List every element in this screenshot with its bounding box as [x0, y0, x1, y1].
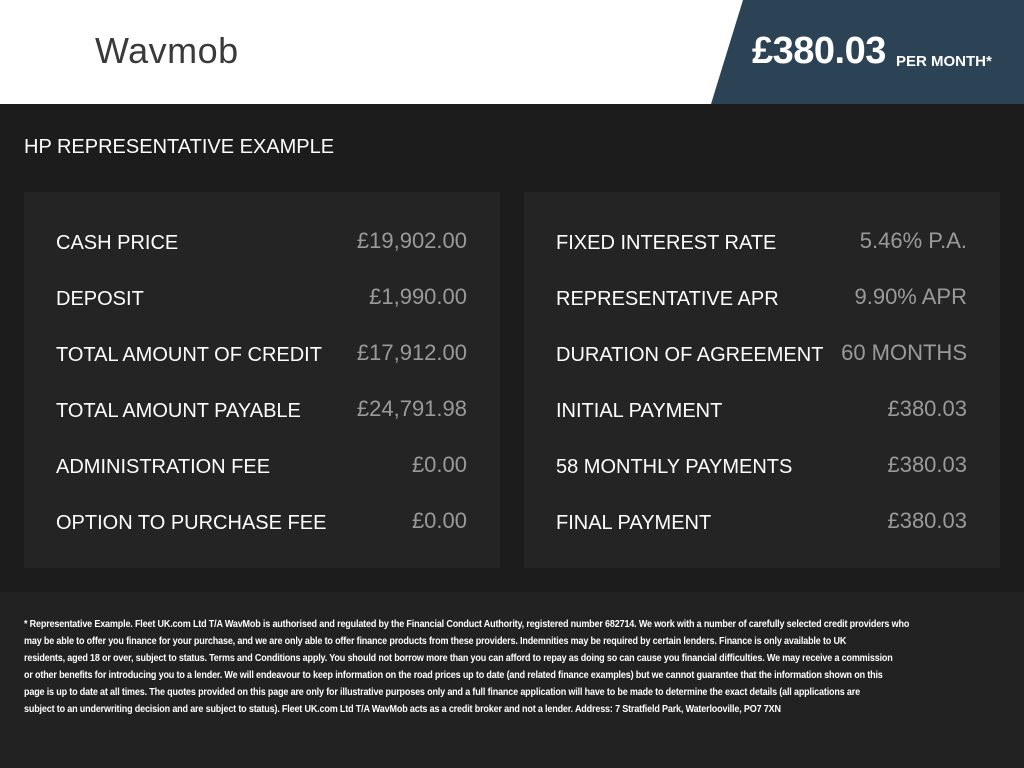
row-label: 58 MONTHLY PAYMENTS	[556, 456, 793, 478]
row-value: £0.00	[411, 452, 467, 477]
row-value: £1,990.00	[369, 284, 467, 309]
row-label: TOTAL AMOUNT OF CREDIT	[56, 344, 322, 366]
disclaimer-line: page is up to date at all times. The quo…	[24, 686, 860, 698]
price-panel	[711, 0, 1024, 104]
disclaimer-line: residents, aged 18 or over, subject to s…	[24, 652, 893, 664]
row-value: 60 MONTHS	[841, 340, 967, 365]
row-label: DEPOSIT	[56, 288, 144, 310]
row-label: FIXED INTEREST RATE	[556, 232, 777, 254]
disclaimer-line: may be able to offer you finance for you…	[24, 635, 847, 647]
finance-panel: CASH PRICE £19,902.00 DEPOSIT £1,990.00 TOTA…	[24, 192, 500, 568]
disclaimer: * Representative Example. Fleet UK.com L…	[24, 616, 909, 718]
row-value: £17,912.00	[356, 340, 467, 365]
row-value: £19,902.00	[356, 228, 467, 253]
price-background	[711, 0, 1024, 104]
price-suffix: PER MONTH*	[896, 53, 992, 70]
section-title: HP REPRESENTATIVE EXAMPLE	[24, 136, 335, 158]
row-value: £380.03	[887, 452, 967, 477]
row-value: £24,791.98	[356, 396, 467, 421]
row-value: 9.90% APR	[854, 284, 967, 309]
row-label: CASH PRICE	[56, 232, 179, 254]
row-label: ADMINISTRATION FEE	[56, 456, 271, 478]
row-label: OPTION TO PURCHASE FEE	[56, 512, 327, 534]
row-label: TOTAL AMOUNT PAYABLE	[56, 400, 301, 422]
row-label: DURATION OF AGREEMENT	[556, 344, 824, 366]
row-label: REPRESENTATIVE APR	[556, 288, 779, 310]
header: Wavmob £380.03 PER MONTH*	[0, 0, 1024, 104]
footer: * Representative Example. Fleet UK.com L…	[0, 592, 1024, 768]
disclaimer-line: * Representative Example. Fleet UK.com L…	[24, 618, 910, 630]
row-label: INITIAL PAYMENT	[556, 400, 723, 422]
monthly-price: £380.03	[752, 30, 886, 72]
row-value: 5.46% P.A.	[859, 228, 967, 253]
row-value: £0.00	[411, 508, 467, 533]
row-value: £380.03	[887, 508, 967, 533]
row-label: FINAL PAYMENT	[556, 512, 712, 534]
disclaimer-line: or other benefits for introducing you to…	[24, 669, 883, 681]
logo[interactable]: Wavmob	[95, 30, 239, 71]
finance-panel: FIXED INTEREST RATE 5.46% P.A. REPRESENTAT…	[524, 192, 1000, 568]
row-value: £380.03	[887, 396, 967, 421]
disclaimer-line: subject to an underwriting decision and …	[24, 703, 781, 715]
